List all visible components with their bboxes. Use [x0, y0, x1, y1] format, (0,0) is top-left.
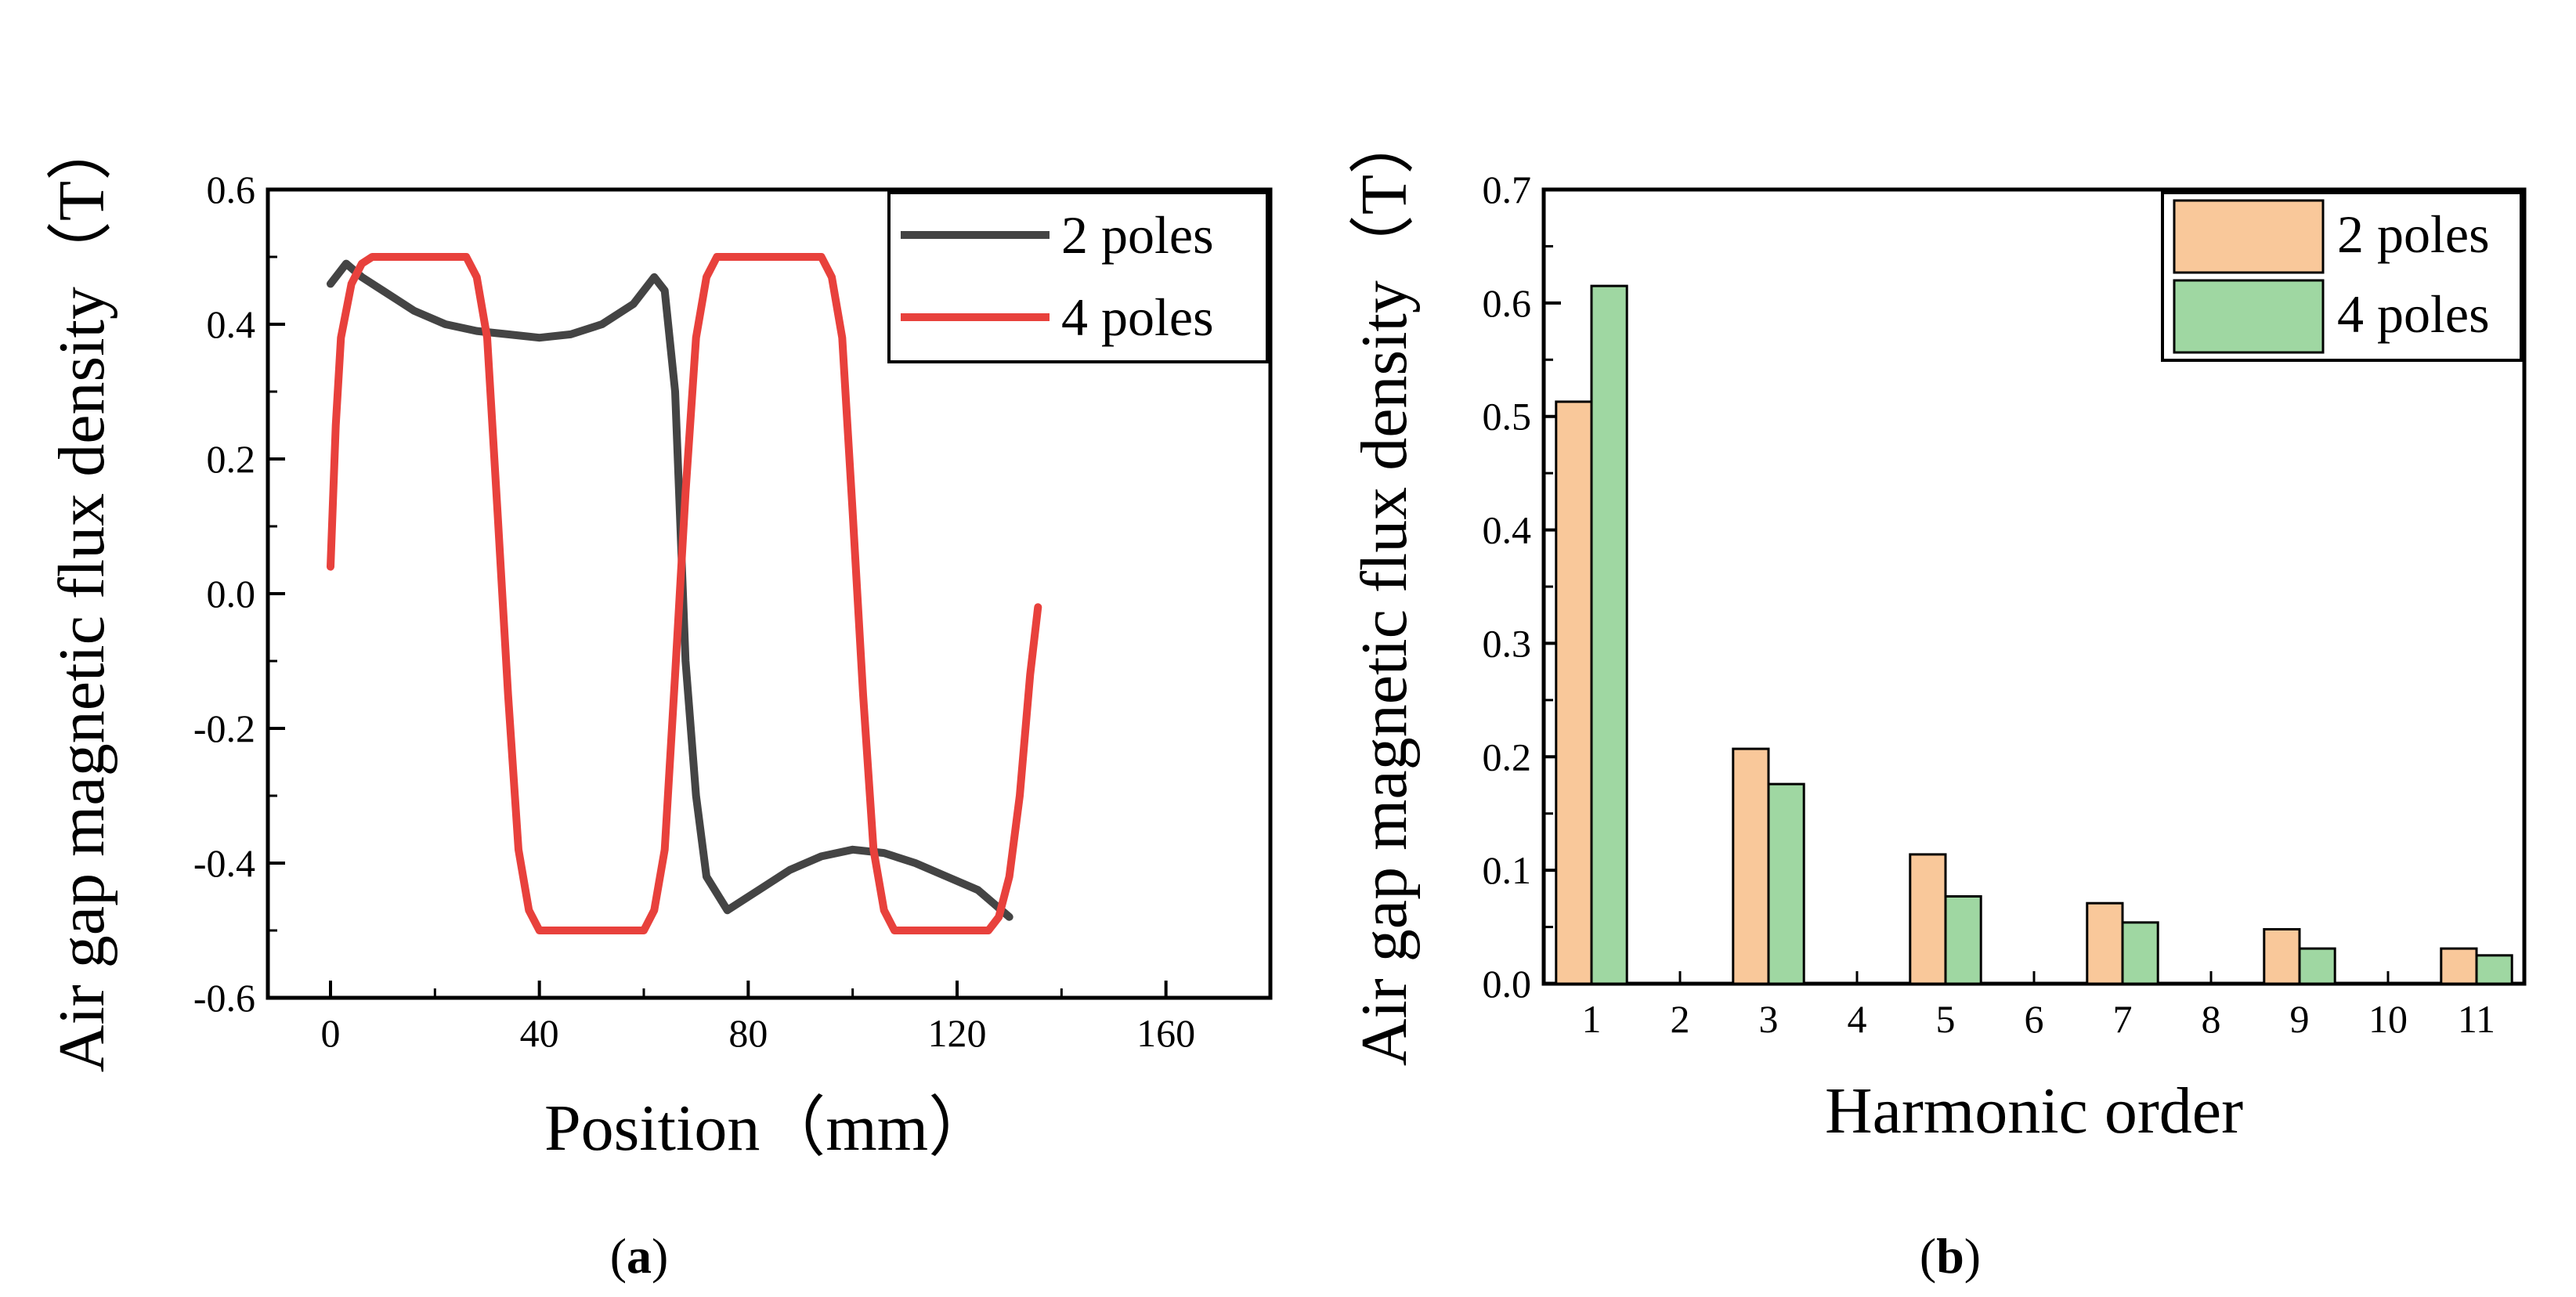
x-tick-label: 3 — [1759, 997, 1779, 1041]
x-tick-label: 2 — [1671, 997, 1690, 1041]
bar-2-poles-order-5 — [1909, 853, 1947, 985]
y-tick-label: 0.2 — [1483, 735, 1532, 779]
x-tick-label: 160 — [1136, 1011, 1195, 1055]
y-tick-label: 0.1 — [1483, 848, 1532, 892]
legend-swatch-4-poles — [2173, 279, 2325, 354]
bar-4-poles-order-3 — [1767, 782, 1805, 985]
legend-swatch-2-poles — [2173, 199, 2325, 274]
panel-a-letter: a — [627, 1228, 652, 1284]
y-tick-label: -0.6 — [193, 976, 255, 1020]
panel-a-series — [327, 253, 1042, 934]
bar-2-poles-order-1 — [1555, 400, 1593, 985]
panel-a-caption-label: (a) — [610, 1228, 669, 1284]
panel-b-caption-label: (b) — [1920, 1228, 1981, 1284]
x-tick-label: 6 — [2025, 997, 2044, 1041]
bar-4-poles-order-7 — [2121, 921, 2159, 985]
y-tick-label: -0.2 — [193, 706, 255, 750]
panel-a-legend-box — [887, 191, 1269, 363]
panel-b-y-axis-title: Air gap magnetic flux density（T） — [1348, 109, 1421, 1066]
y-tick-label: 0.5 — [1483, 395, 1532, 439]
y-tick-label: 0.4 — [207, 302, 256, 346]
bar-2-poles-order-7 — [2086, 901, 2124, 985]
y-tick-label: 0.2 — [207, 437, 256, 481]
panel-b-bars — [1555, 284, 2513, 985]
x-tick-label: 7 — [2112, 997, 2132, 1041]
legend-label-2-poles: 2 poles — [1061, 205, 1214, 265]
x-tick-label: 1 — [1582, 997, 1602, 1041]
x-tick-label: 10 — [2368, 997, 2408, 1041]
panel-b-legend: 2 poles 4 poles — [2161, 191, 2523, 362]
x-tick-label: 80 — [728, 1011, 768, 1055]
panel-b-bar-chart: 0.0 0.1 0.2 0.3 0.4 0.5 0.6 0.7 1 2 3 4 5 6 7 8 9 10 11 2… — [1348, 109, 2527, 1284]
panel-b-x-ticks: 1 2 3 4 5 6 7 8 9 10 11 — [1582, 971, 2495, 1041]
bar-2-poles-order-11 — [2440, 947, 2478, 985]
panel-b-letter: b — [1936, 1228, 1964, 1284]
panel-a-line-chart: -0.6 -0.4 -0.2 0.0 0.2 0.4 0.6 0 40 80 120 160 2 p… — [45, 115, 1273, 1284]
x-tick-label: 11 — [2458, 997, 2495, 1041]
y-tick-label: 0.4 — [1483, 508, 1532, 552]
x-tick-label: 0 — [321, 1011, 341, 1055]
x-tick-label: 40 — [520, 1011, 559, 1055]
series-line-2-poles — [327, 259, 1013, 921]
x-tick-label: 8 — [2201, 997, 2220, 1041]
bar-2-poles-order-3 — [1732, 747, 1770, 985]
y-tick-label: 0.6 — [207, 168, 256, 211]
panel-a-x-ticks: 0 40 80 120 160 — [321, 981, 1272, 1055]
panel-a-y-ticks: -0.6 -0.4 -0.2 0.0 0.2 0.4 0.6 — [193, 168, 285, 1020]
x-tick-label: 9 — [2289, 997, 2309, 1041]
series-line-4-poles — [327, 253, 1042, 934]
panel-a-legend: 2 poles 4 poles — [887, 191, 1269, 363]
x-tick-label: 4 — [1848, 997, 1867, 1041]
panel-a-x-axis-title: Position（mm） — [544, 1092, 994, 1165]
bar-4-poles-order-9 — [2298, 947, 2336, 985]
y-tick-label: -0.4 — [193, 841, 255, 885]
bar-2-poles-order-9 — [2263, 928, 2301, 985]
y-tick-label: 0.0 — [207, 572, 256, 616]
panel-b-y-ticks: 0.0 0.1 0.2 0.3 0.4 0.5 0.6 0.7 — [1483, 168, 1561, 1006]
bar-4-poles-order-1 — [1590, 284, 1628, 985]
x-tick-label: 5 — [1936, 997, 1956, 1041]
y-tick-label: 0.3 — [1483, 621, 1532, 665]
bar-4-poles-order-11 — [2475, 954, 2513, 985]
legend-label-4-poles: 4 poles — [2337, 284, 2490, 344]
legend-label-2-poles: 2 poles — [2337, 204, 2490, 264]
bar-4-poles-order-5 — [1944, 895, 1982, 985]
panel-b-x-axis-title: Harmonic order — [1825, 1075, 2243, 1147]
legend-label-4-poles: 4 poles — [1061, 287, 1214, 347]
panel-a-y-axis-title: Air gap magnetic flux density（T） — [45, 115, 118, 1072]
y-tick-label: 0.7 — [1483, 168, 1532, 211]
y-tick-label: 0.0 — [1483, 962, 1532, 1006]
y-tick-label: 0.6 — [1483, 281, 1532, 325]
x-tick-label: 120 — [928, 1011, 987, 1055]
